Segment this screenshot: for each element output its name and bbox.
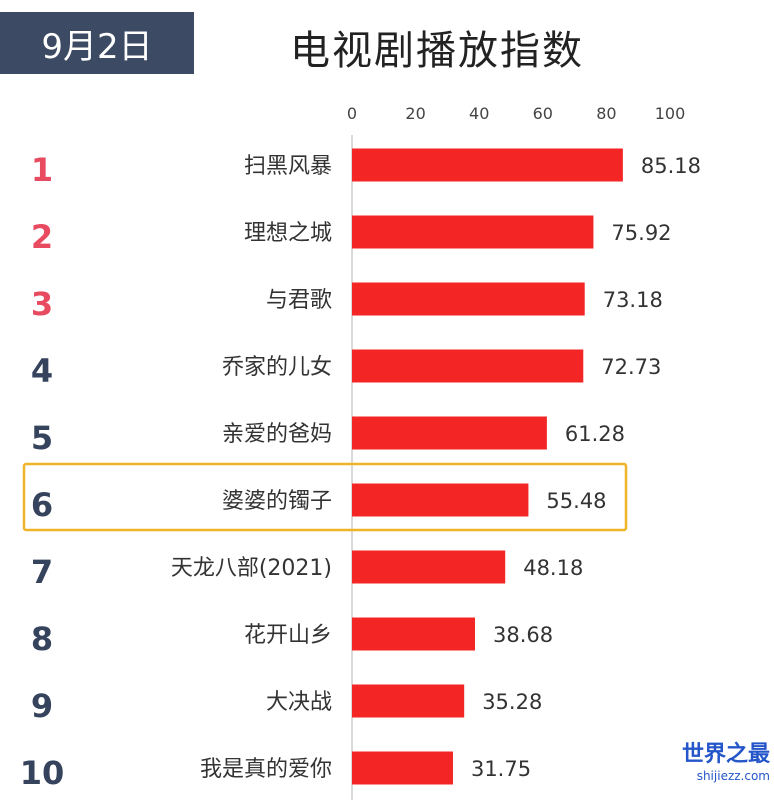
value-label: 38.68 — [493, 623, 553, 647]
rank-number: 4 — [31, 352, 53, 390]
x-tick-label: 100 — [655, 104, 686, 123]
rank-number: 3 — [31, 285, 53, 323]
bar — [352, 550, 506, 584]
category-label: 大决战 — [266, 690, 332, 715]
rank-number: 2 — [31, 218, 53, 256]
watermark: 世界之最 shijiezz.com — [646, 742, 770, 798]
date-badge: 9月2日 — [0, 12, 194, 74]
bar — [352, 483, 529, 517]
rank-number: 8 — [31, 620, 53, 658]
rank-number: 10 — [20, 754, 65, 792]
bar — [352, 349, 584, 383]
rank-number: 1 — [31, 151, 53, 189]
bar — [352, 416, 547, 450]
rank-number: 5 — [31, 419, 53, 457]
bar — [352, 282, 585, 316]
category-label: 乔家的儿女 — [222, 355, 332, 380]
rank-number: 7 — [31, 553, 53, 591]
category-label: 亲爱的爸妈 — [222, 422, 332, 447]
watermark-text: 世界之最 — [681, 742, 770, 767]
value-label: 48.18 — [523, 556, 583, 580]
value-label: 55.48 — [546, 489, 606, 513]
x-tick-label: 40 — [469, 104, 489, 123]
value-label: 61.28 — [565, 422, 625, 446]
category-label: 花开山乡 — [244, 623, 332, 648]
bar — [352, 215, 594, 249]
x-tick-label: 60 — [533, 104, 553, 123]
bar — [352, 148, 623, 182]
x-tick-label: 80 — [596, 104, 616, 123]
value-label: 31.75 — [471, 757, 531, 781]
x-tick-label: 20 — [405, 104, 425, 123]
value-label: 73.18 — [603, 288, 663, 312]
watermark-url: shijiezz.com — [696, 769, 770, 783]
category-label: 婆婆的镯子 — [222, 489, 332, 514]
rank-number: 6 — [31, 486, 53, 524]
category-label: 天龙八部(2021) — [171, 556, 332, 581]
bar — [352, 751, 453, 785]
category-label: 理想之城 — [244, 221, 332, 246]
category-label: 与君歌 — [266, 288, 332, 313]
category-label: 扫黑风暴 — [244, 154, 332, 179]
value-label: 75.92 — [611, 221, 671, 245]
value-label: 72.73 — [601, 355, 661, 379]
highlight-box — [22, 462, 628, 532]
rank-number: 9 — [31, 687, 53, 725]
value-label: 35.28 — [482, 690, 542, 714]
bar — [352, 684, 465, 718]
x-tick-label: 0 — [347, 104, 357, 123]
category-label: 我是真的爱你 — [200, 757, 332, 782]
bar — [352, 617, 476, 651]
chart-title: 电视剧播放指数 — [290, 28, 584, 74]
value-label: 85.18 — [641, 154, 701, 178]
